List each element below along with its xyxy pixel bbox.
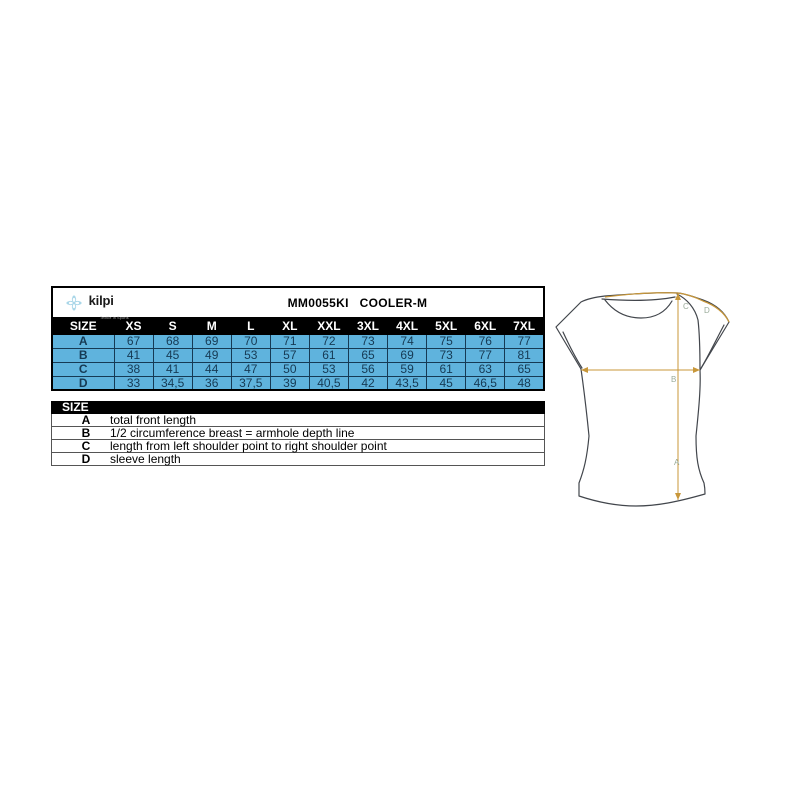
svg-text:A: A [674,458,680,467]
svg-text:D: D [704,306,710,315]
svg-text:C: C [683,302,689,311]
svg-text:B: B [671,375,676,384]
